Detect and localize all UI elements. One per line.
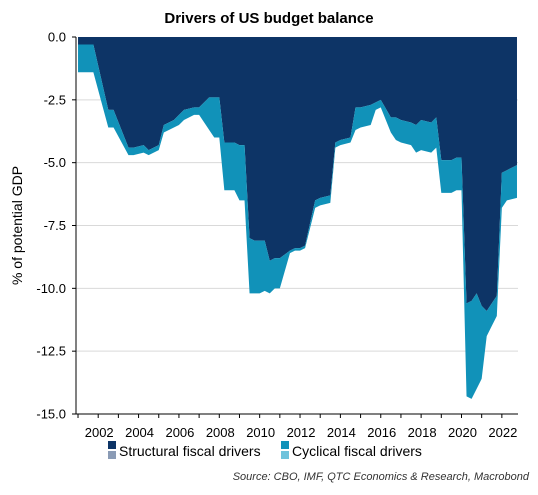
axes xyxy=(72,36,518,418)
x-tick-label: 2010 xyxy=(246,425,275,440)
x-tick-label: 2004 xyxy=(125,425,154,440)
plot-areas xyxy=(78,37,517,399)
x-tick-label: 2016 xyxy=(367,425,396,440)
x-tick-label: 2006 xyxy=(165,425,194,440)
chart-title: Drivers of US budget balance xyxy=(164,10,373,27)
legend-swatch-structural xyxy=(108,441,116,449)
legend-swatch-cyclical xyxy=(281,441,289,449)
legend-swatch-cyclical-shade xyxy=(281,451,289,459)
legend-swatch-structural-shade xyxy=(108,451,116,459)
y-tick-label: -10.0 xyxy=(36,281,66,296)
x-tick-label: 2014 xyxy=(327,425,356,440)
x-tick-label: 2022 xyxy=(488,425,517,440)
y-tick-label: -7.5 xyxy=(44,218,66,233)
legend-item-cyclical: Cyclical fiscal drivers xyxy=(281,441,422,459)
x-tick-label: 2012 xyxy=(287,425,316,440)
x-tick-labels: 2002 2004 2006 2008 2010 2012 2014 2016 2018 2020… xyxy=(85,425,518,440)
legend-label-cyclical: Cyclical fiscal drivers xyxy=(292,443,422,459)
legend: Structural fiscal drivers Cyclical fisca… xyxy=(108,441,422,459)
legend-label-structural: Structural fiscal drivers xyxy=(119,443,261,459)
x-tick-label: 2008 xyxy=(206,425,235,440)
y-axis-label: % of potential GDP xyxy=(9,166,25,285)
x-tick-label: 2018 xyxy=(408,425,437,440)
y-tick-label: -12.5 xyxy=(36,344,66,359)
area-series-structural xyxy=(78,37,517,311)
source-note: Source: CBO, IMF, QTC Economics & Resear… xyxy=(233,471,530,483)
y-tick-labels: 0.0 -2.5 -5.0 -7.5 -10.0 -12.5 -15.0 xyxy=(36,30,66,422)
x-tick-label: 2020 xyxy=(448,425,477,440)
legend-item-structural: Structural fiscal drivers xyxy=(108,441,261,459)
y-tick-label: -5.0 xyxy=(44,155,66,170)
x-tick-label: 2002 xyxy=(85,425,114,440)
y-tick-label: -2.5 xyxy=(44,92,66,107)
area-series-cyclical xyxy=(78,44,517,399)
y-tick-label: 0.0 xyxy=(48,30,66,45)
y-tick-label: -15.0 xyxy=(36,407,66,422)
